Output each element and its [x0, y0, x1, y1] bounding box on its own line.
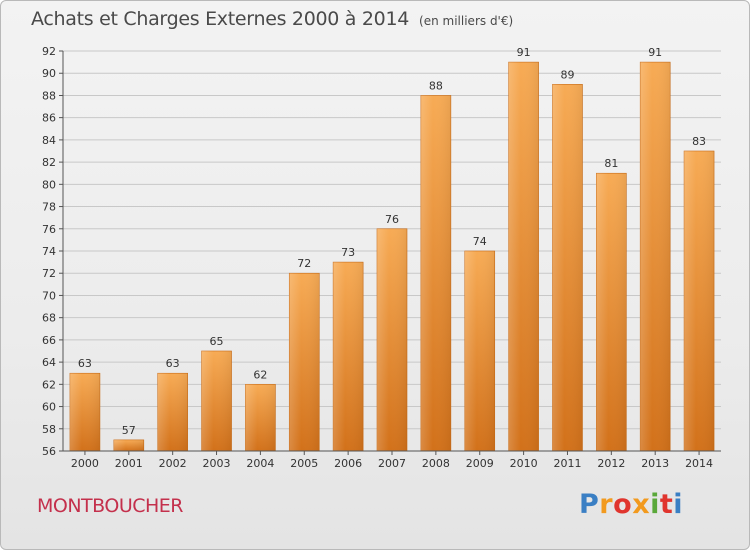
x-tick-label: 2012: [597, 457, 625, 470]
x-tick-label: 2008: [422, 457, 450, 470]
x-tick-label: 2006: [334, 457, 362, 470]
y-tick-label: 78: [42, 201, 56, 214]
bar-highlight: [596, 173, 627, 451]
x-tick-label: 2004: [246, 457, 274, 470]
y-tick-label: 92: [42, 45, 56, 58]
chart-title: Achats et Charges Externes 2000 à 2014: [31, 8, 410, 30]
data-label: 62: [253, 368, 267, 381]
data-label: 91: [648, 46, 662, 59]
x-tick-label: 2001: [115, 457, 143, 470]
bar-highlight: [245, 384, 276, 451]
location-name: MONTBOUCHER: [37, 495, 184, 517]
data-label: 63: [78, 357, 92, 370]
x-tick-label: 2002: [159, 457, 187, 470]
bar-highlight: [333, 262, 364, 451]
data-label: 91: [517, 46, 531, 59]
y-tick-label: 58: [42, 423, 56, 436]
bar-highlight: [157, 373, 188, 451]
x-tick-label: 2014: [685, 457, 713, 470]
data-label: 83: [692, 135, 706, 148]
bar-highlight: [201, 351, 232, 451]
data-label: 81: [604, 157, 618, 170]
bar-highlight: [464, 251, 495, 451]
y-tick-label: 62: [42, 378, 56, 391]
y-tick-label: 72: [42, 267, 56, 280]
x-tick-label: 2011: [553, 457, 581, 470]
bar-highlight: [684, 151, 715, 451]
y-tick-label: 76: [42, 223, 56, 236]
y-tick-label: 70: [42, 289, 56, 302]
y-tick-label: 68: [42, 312, 56, 325]
bar-highlight: [289, 273, 320, 451]
data-label: 63: [166, 357, 180, 370]
bar-highlight: [640, 62, 671, 451]
chart-unit-note: (en milliers d'€): [419, 14, 514, 28]
y-tick-label: 86: [42, 112, 56, 125]
y-tick-label: 64: [42, 356, 56, 369]
bar-highlight: [420, 95, 451, 451]
y-tick-label: 74: [42, 245, 56, 258]
bar-highlight: [508, 62, 539, 451]
data-label: 89: [560, 68, 574, 81]
x-tick-label: 2000: [71, 457, 99, 470]
x-tick-label: 2013: [641, 457, 669, 470]
y-tick-label: 66: [42, 334, 56, 347]
data-label: 73: [341, 246, 355, 259]
x-tick-label: 2009: [466, 457, 494, 470]
bar-highlight: [69, 373, 100, 451]
y-tick-label: 90: [42, 67, 56, 80]
proxiti-logo: Proxiti: [579, 489, 684, 520]
bar-highlight: [113, 439, 144, 451]
data-label: 74: [473, 235, 487, 248]
data-label: 57: [122, 424, 136, 437]
x-tick-label: 2005: [290, 457, 318, 470]
y-tick-label: 60: [42, 401, 56, 414]
y-tick-label: 56: [42, 445, 56, 458]
y-tick-label: 84: [42, 134, 56, 147]
y-tick-label: 88: [42, 89, 56, 102]
data-label: 88: [429, 79, 443, 92]
x-tick-label: 2007: [378, 457, 406, 470]
data-label: 72: [297, 257, 311, 270]
y-tick-label: 80: [42, 178, 56, 191]
x-tick-label: 2010: [510, 457, 538, 470]
data-label: 76: [385, 213, 399, 226]
chart-title-block: Achats et Charges Externes 2000 à 2014 (e…: [31, 8, 513, 30]
bar-highlight: [552, 84, 583, 451]
data-label: 65: [210, 335, 224, 348]
bar-highlight: [377, 228, 407, 451]
x-tick-label: 2003: [203, 457, 231, 470]
y-tick-label: 82: [42, 156, 56, 169]
